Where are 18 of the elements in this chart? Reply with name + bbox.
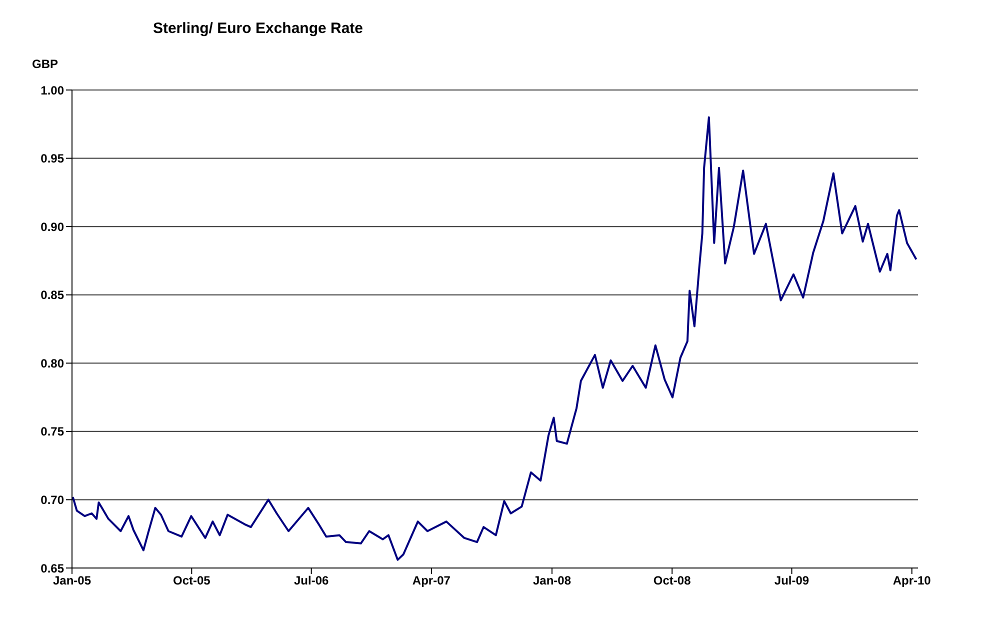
y-tick-label: 0.95 — [40, 152, 64, 166]
chart-title: Sterling/ Euro Exchange Rate — [152, 20, 364, 37]
x-tick-label: Oct-08 — [653, 574, 692, 588]
y-tick-label: 0.65 — [40, 561, 64, 576]
x-tick-label: Apr-07 — [412, 574, 451, 588]
y-axis-title: GBP — [32, 57, 58, 71]
y-tick-label: 0.75 — [40, 424, 64, 439]
x-tick-label: Apr-10 — [892, 574, 932, 588]
x-tick-label: Jan-08 — [532, 574, 572, 588]
y-tick-label: 0.90 — [40, 220, 64, 234]
y-tick-label: 0.70 — [40, 492, 64, 507]
x-tick-label: Jul-06 — [294, 574, 329, 588]
x-tick-label: Jul-09 — [774, 574, 810, 588]
x-tick-label: Oct-05 — [172, 574, 211, 588]
x-tick-label: Jan-05 — [52, 574, 92, 588]
y-tick-label: 0.80 — [40, 356, 64, 370]
y-tick-label: 1.00 — [40, 83, 64, 98]
y-tick-label: 0.85 — [40, 288, 64, 302]
